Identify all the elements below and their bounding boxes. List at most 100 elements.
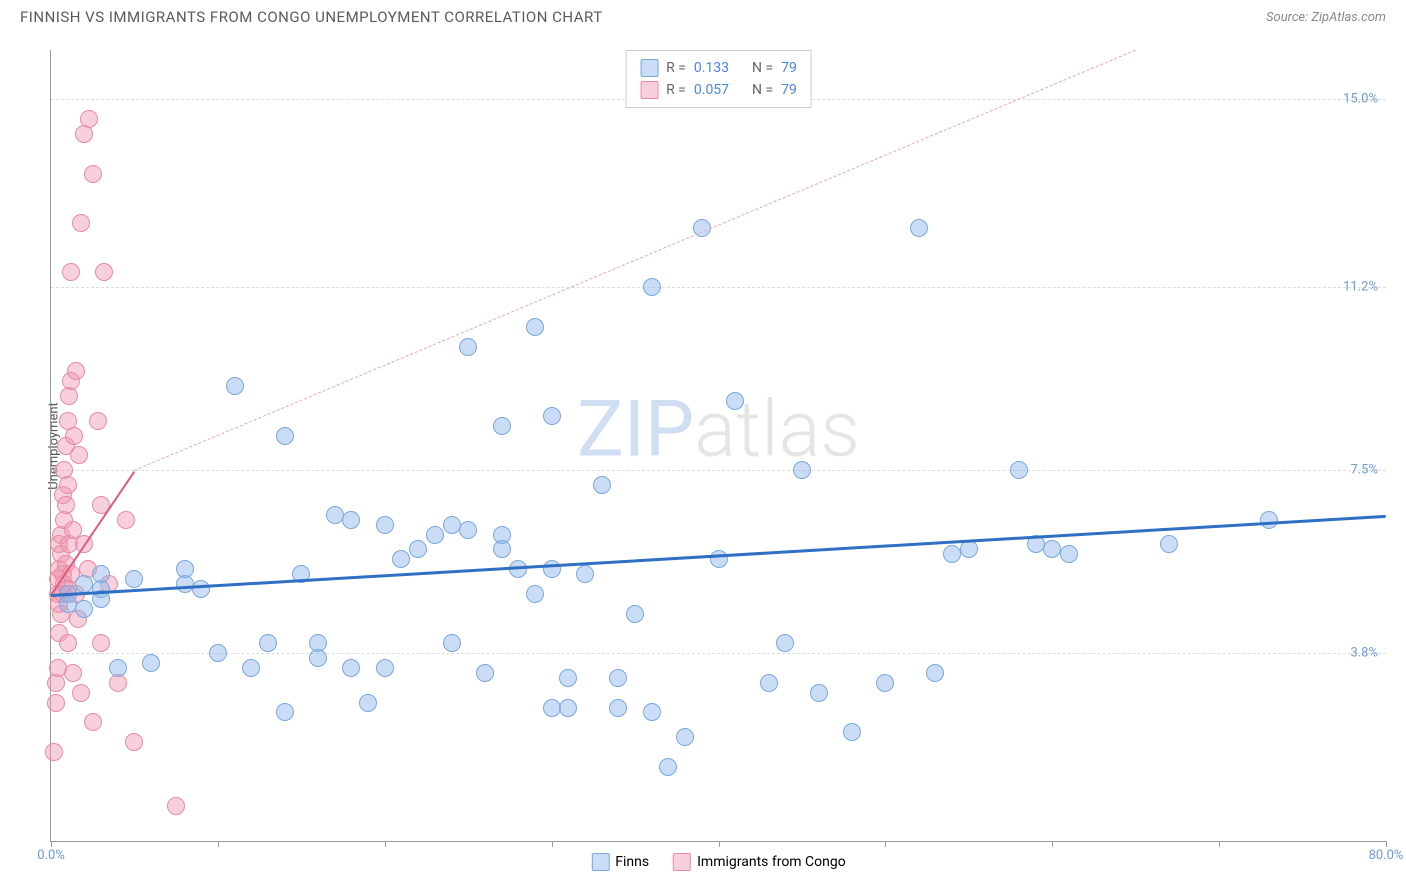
x-tick	[1219, 841, 1220, 847]
data-point-congo	[72, 214, 90, 232]
n-value-finns: 79	[781, 60, 797, 76]
data-point-finns	[426, 526, 444, 544]
data-point-finns	[659, 758, 677, 776]
data-point-congo	[57, 496, 75, 514]
gridline	[51, 287, 1386, 288]
data-point-finns	[609, 699, 627, 717]
stats-row-finns: R = 0.133 N = 79	[640, 57, 797, 79]
data-point-finns	[526, 318, 544, 336]
data-point-finns	[176, 560, 194, 578]
data-point-finns	[409, 540, 427, 558]
y-tick-label: 11.2%	[1343, 280, 1378, 295]
series-legend: Finns Immigrants from Congo	[591, 853, 845, 871]
data-point-finns	[376, 659, 394, 677]
data-point-congo	[64, 664, 82, 682]
data-point-finns	[276, 427, 294, 445]
data-point-finns	[493, 540, 511, 558]
data-point-finns	[376, 516, 394, 534]
data-point-finns	[876, 674, 894, 692]
data-point-finns	[109, 659, 127, 677]
data-point-finns	[392, 550, 410, 568]
x-tick	[51, 841, 52, 847]
trend-line	[134, 50, 1136, 471]
data-point-finns	[793, 461, 811, 479]
data-point-finns	[910, 219, 928, 237]
data-point-congo	[80, 110, 98, 128]
data-point-finns	[576, 565, 594, 583]
x-tick	[719, 841, 720, 847]
data-point-finns	[593, 476, 611, 494]
data-point-congo	[92, 634, 110, 652]
data-point-finns	[226, 377, 244, 395]
legend-label-congo: Immigrants from Congo	[697, 854, 846, 870]
data-point-finns	[626, 605, 644, 623]
data-point-finns	[443, 634, 461, 652]
data-point-finns	[526, 585, 544, 603]
data-point-finns	[192, 580, 210, 598]
data-point-finns	[1010, 461, 1028, 479]
data-point-congo	[72, 684, 90, 702]
swatch-finns	[591, 853, 609, 871]
data-point-finns	[342, 511, 360, 529]
data-point-congo	[67, 362, 85, 380]
x-tick	[218, 841, 219, 847]
swatch-congo	[673, 853, 691, 871]
data-point-finns	[843, 723, 861, 741]
x-tick	[1386, 841, 1387, 847]
data-point-congo	[47, 694, 65, 712]
data-point-finns	[926, 664, 944, 682]
data-point-finns	[125, 570, 143, 588]
x-tick-label: 80.0%	[1369, 848, 1404, 863]
data-point-finns	[1043, 540, 1061, 558]
trend-line	[51, 515, 1386, 597]
legend-item-congo: Immigrants from Congo	[673, 853, 846, 871]
data-point-congo	[62, 263, 80, 281]
data-point-finns	[1160, 535, 1178, 553]
data-point-congo	[89, 412, 107, 430]
r-value-congo: 0.057	[694, 82, 729, 98]
x-tick-label: 0.0%	[37, 848, 65, 863]
r-label: R =	[666, 60, 686, 76]
data-point-finns	[1260, 511, 1278, 529]
data-point-finns	[359, 694, 377, 712]
data-point-finns	[943, 545, 961, 563]
data-point-finns	[75, 600, 93, 618]
data-point-congo	[84, 713, 102, 731]
data-point-finns	[543, 560, 561, 578]
data-point-finns	[443, 516, 461, 534]
n-label: N =	[752, 60, 773, 76]
data-point-finns	[342, 659, 360, 677]
n-label: N =	[752, 82, 773, 98]
data-point-finns	[643, 278, 661, 296]
data-point-finns	[710, 550, 728, 568]
data-point-finns	[726, 392, 744, 410]
data-point-finns	[209, 644, 227, 662]
data-point-congo	[70, 446, 88, 464]
x-tick	[385, 841, 386, 847]
data-point-finns	[643, 703, 661, 721]
y-tick-label: 3.8%	[1350, 646, 1378, 661]
gridline	[51, 470, 1386, 471]
data-point-congo	[117, 511, 135, 529]
data-point-finns	[59, 595, 77, 613]
data-point-finns	[1060, 545, 1078, 563]
gridline	[51, 653, 1386, 654]
data-point-finns	[559, 699, 577, 717]
chart-title: FINNISH VS IMMIGRANTS FROM CONGO UNEMPLO…	[20, 8, 603, 26]
y-tick-label: 7.5%	[1350, 463, 1378, 478]
x-tick	[552, 841, 553, 847]
legend-item-finns: Finns	[591, 853, 649, 871]
data-point-congo	[95, 263, 113, 281]
data-point-congo	[84, 165, 102, 183]
data-point-finns	[810, 684, 828, 702]
data-point-congo	[59, 634, 77, 652]
stats-legend: R = 0.133 N = 79 R = 0.057 N = 79	[625, 50, 812, 108]
data-point-finns	[92, 565, 110, 583]
source-attribution: Source: ZipAtlas.com	[1266, 10, 1386, 25]
data-point-finns	[676, 728, 694, 746]
swatch-congo	[640, 81, 658, 99]
data-point-congo	[125, 733, 143, 751]
data-point-finns	[493, 417, 511, 435]
data-point-congo	[65, 427, 83, 445]
data-point-finns	[326, 506, 344, 524]
